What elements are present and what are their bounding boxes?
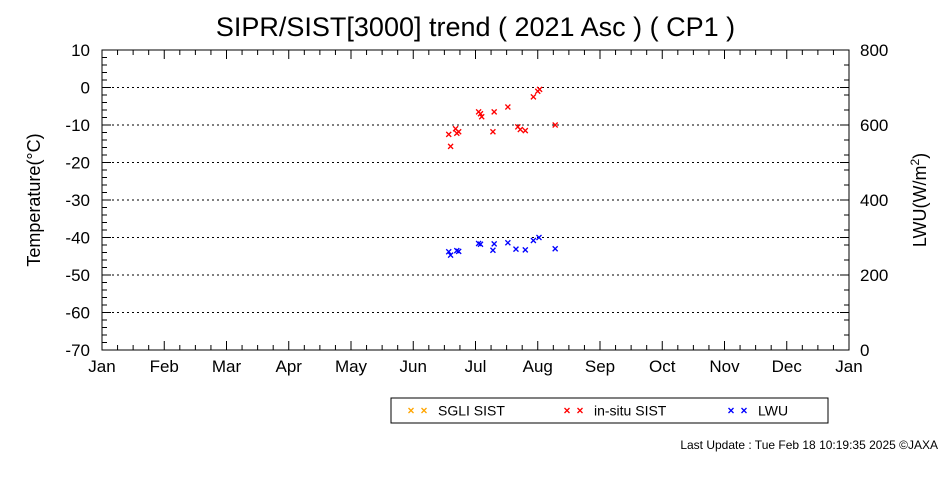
in-situ-sist-point bbox=[447, 143, 454, 150]
x-tick-label: Jan bbox=[835, 357, 862, 376]
y-tick-label: -30 bbox=[65, 191, 90, 210]
legend-label: in-situ SIST bbox=[594, 403, 667, 419]
x-tick-label: Jan bbox=[88, 357, 115, 376]
in-situ-sist-point bbox=[491, 108, 498, 115]
y-tick-label: -50 bbox=[65, 266, 90, 285]
x-tick-label: Mar bbox=[212, 357, 242, 376]
y2-tick-label: 800 bbox=[860, 41, 888, 60]
legend-label: SGLI SIST bbox=[438, 403, 505, 419]
chart-title: SIPR/SIST[3000] trend ( 2021 Asc ) ( CP1… bbox=[216, 12, 735, 42]
in-situ-sist-point bbox=[552, 122, 559, 128]
y-tick-label: -70 bbox=[65, 341, 90, 360]
legend-marker bbox=[408, 407, 414, 414]
y-tick-label: -60 bbox=[65, 304, 90, 323]
x-tick-label: Sep bbox=[585, 357, 615, 376]
x-tick-label: Jun bbox=[400, 357, 427, 376]
in-situ-sist-point bbox=[522, 127, 529, 134]
lwu-point bbox=[455, 248, 462, 255]
in-situ-sist-point bbox=[530, 93, 537, 100]
y2-tick-label: 400 bbox=[860, 191, 888, 210]
lwu-point bbox=[552, 245, 559, 252]
y-tick-label: 0 bbox=[81, 79, 90, 98]
x-tick-label: Feb bbox=[150, 357, 179, 376]
legend-marker bbox=[577, 407, 583, 414]
in-situ-sist-point bbox=[445, 131, 452, 138]
x-tick-label: Jul bbox=[465, 357, 487, 376]
in-situ-sist-point bbox=[536, 86, 543, 93]
y-tick-label: -10 bbox=[65, 116, 90, 135]
in-situ-sist-point bbox=[478, 113, 485, 120]
y2-axis-label: LWU(W/m2) bbox=[908, 153, 930, 247]
lwu-point bbox=[504, 239, 511, 246]
in-situ-sist-point bbox=[455, 128, 462, 135]
x-tick-label: Nov bbox=[709, 357, 740, 376]
in-situ-sist-point bbox=[504, 104, 511, 110]
legend-marker bbox=[741, 407, 747, 414]
y-tick-label: -40 bbox=[65, 229, 90, 248]
lwu-point bbox=[491, 240, 498, 247]
y-tick-label: 10 bbox=[71, 41, 90, 60]
legend-marker bbox=[728, 407, 734, 414]
x-tick-label: Oct bbox=[649, 357, 676, 376]
lwu-point bbox=[530, 237, 537, 244]
legend-label: LWU bbox=[758, 403, 788, 419]
lwu-point bbox=[513, 246, 519, 253]
lwu-point bbox=[489, 247, 496, 254]
legend-box bbox=[390, 397, 829, 424]
lwu-point bbox=[445, 248, 452, 255]
plot-frame bbox=[101, 49, 850, 351]
y2-tick-label: 200 bbox=[860, 266, 888, 285]
x-tick-label: Dec bbox=[772, 357, 803, 376]
last-update-text: Last Update : Tue Feb 18 10:19:35 2025 ©… bbox=[680, 438, 938, 452]
lwu-point bbox=[522, 246, 529, 253]
legend-marker bbox=[564, 407, 570, 414]
in-situ-sist-point bbox=[517, 126, 524, 133]
y2-tick-label: 600 bbox=[860, 116, 888, 135]
y2-tick-label: 0 bbox=[860, 341, 869, 360]
lwu-point bbox=[536, 234, 542, 241]
y-axis-label: Temperature(°C) bbox=[24, 133, 44, 266]
lwu-point bbox=[447, 252, 454, 259]
in-situ-sist-point bbox=[489, 128, 496, 135]
x-tick-label: Aug bbox=[523, 357, 553, 376]
lwu-point bbox=[477, 241, 484, 248]
y-tick-label: -20 bbox=[65, 154, 90, 173]
legend-marker bbox=[421, 407, 427, 414]
x-tick-label: May bbox=[335, 357, 368, 376]
x-tick-label: Apr bbox=[276, 357, 303, 376]
